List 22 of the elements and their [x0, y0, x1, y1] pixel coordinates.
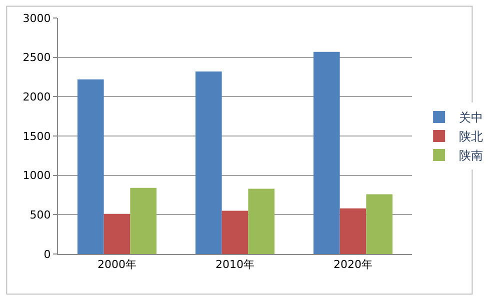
y-tick-label: 1500	[22, 130, 51, 143]
y-tick-label: 0	[44, 248, 51, 261]
y-tick-label: 3000	[22, 12, 51, 25]
y-tick-label: 1000	[22, 169, 51, 182]
bar	[340, 208, 366, 254]
legend-label: 关中	[459, 110, 484, 125]
y-tick-label: 500	[30, 208, 51, 222]
x-tick-label: 2000年	[98, 258, 136, 272]
bar	[77, 79, 104, 254]
bar	[130, 188, 157, 254]
bar	[195, 71, 222, 254]
legend-label: 陕南	[459, 148, 484, 163]
y-tick-label: 2500	[22, 51, 51, 64]
bar	[248, 188, 275, 254]
y-tick-label: 2000	[22, 90, 51, 104]
legend-label: 陕北	[459, 130, 484, 144]
x-tick-label: 2020年	[334, 258, 372, 272]
bar	[366, 194, 393, 254]
bar	[104, 214, 130, 254]
bar	[222, 210, 248, 254]
x-tick-label: 2010年	[216, 258, 254, 272]
bar	[313, 52, 340, 254]
